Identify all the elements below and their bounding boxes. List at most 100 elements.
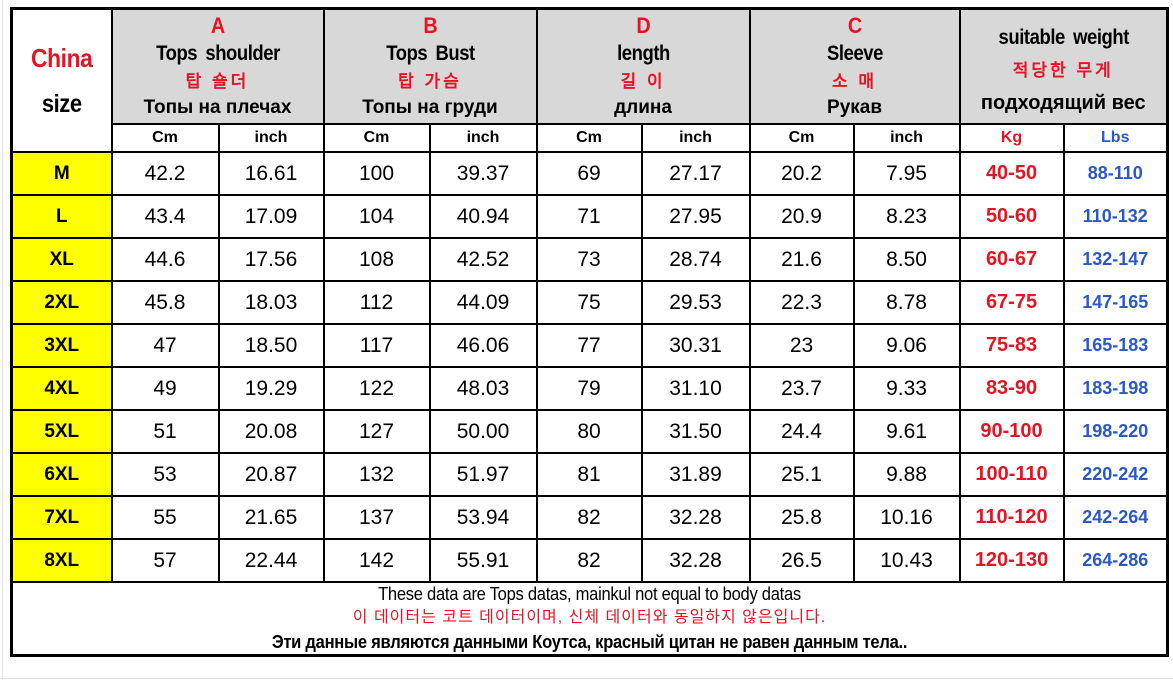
kg-cell: 120-130 <box>958 538 1065 583</box>
value-cell: 8.78 <box>852 280 961 325</box>
value-cell: 9.88 <box>852 452 961 497</box>
group-label-en: Tops shoulder <box>155 41 280 65</box>
value-cell: 25.1 <box>748 452 855 497</box>
size-row-2xl: 2XL 45.8 18.03 112 44.09 75 29.53 22.3 8.78 67-75… <box>10 280 1169 325</box>
lbs-cell: 147-165 <box>1062 280 1169 325</box>
size-row-3xl: 3XL 47 18.50 117 46.06 77 30.31 23 9.06 75-83 165-… <box>10 323 1169 368</box>
value-cell: 20.87 <box>217 452 325 497</box>
footer-note-ko: 이 데이터는 코트 데이터이며, 신체 데이터와 동일하지 않은입니다. <box>352 609 827 626</box>
value-cell: 49 <box>110 366 220 411</box>
value-cell: 23 <box>748 323 855 368</box>
excel-gridline-bottom <box>0 678 1173 679</box>
kg-cell: 40-50 <box>958 151 1065 196</box>
value-cell: 75 <box>535 280 643 325</box>
unit-header-kg: Kg <box>958 123 1065 153</box>
group-letter: C <box>847 12 862 38</box>
value-cell: 80 <box>535 409 643 454</box>
value-cell: 29.53 <box>640 280 751 325</box>
excel-gridline-left <box>2 0 3 680</box>
value-cell: 46.06 <box>428 323 538 368</box>
kg-cell: 83-90 <box>958 366 1065 411</box>
group-label-ru: подходящий вес <box>980 91 1146 114</box>
china-size-header: China size <box>10 7 113 153</box>
value-cell: 55 <box>110 495 220 540</box>
size-row-4xl: 4XL 49 19.29 122 48.03 79 31.10 23.7 9.33 83-90 18… <box>10 366 1169 411</box>
size-cell: 4XL <box>10 366 113 411</box>
col-group-length: D length 길 이 длина <box>535 7 751 125</box>
value-cell: 8.23 <box>852 194 961 239</box>
size-cell: 8XL <box>10 538 113 583</box>
group-label-ko: 탑 숄더 <box>185 71 250 91</box>
value-cell: 132 <box>322 452 431 497</box>
value-cell: 53 <box>110 452 220 497</box>
lbs-cell: 264-286 <box>1062 538 1169 583</box>
size-row-l: L 43.4 17.09 104 40.94 71 27.95 20.9 8.23 50-60 11… <box>10 194 1169 239</box>
group-label-en: Tops Bust <box>385 41 475 65</box>
unit-header-inch: inch <box>428 123 538 153</box>
value-cell: 32.28 <box>640 495 751 540</box>
value-cell: 57 <box>110 538 220 583</box>
value-cell: 142 <box>322 538 431 583</box>
unit-header-cm: Cm <box>748 123 855 153</box>
lbs-cell: 198-220 <box>1062 409 1169 454</box>
china-label: China <box>31 42 93 73</box>
unit-header-lbs: Lbs <box>1062 123 1169 153</box>
value-cell: 104 <box>322 194 431 239</box>
value-cell: 81 <box>535 452 643 497</box>
kg-cell: 50-60 <box>958 194 1065 239</box>
value-cell: 26.5 <box>748 538 855 583</box>
footer-note-en: These data are Tops datas, mainkul not e… <box>378 584 801 604</box>
value-cell: 9.06 <box>852 323 961 368</box>
unit-header-cm: Cm <box>110 123 220 153</box>
value-cell: 22.3 <box>748 280 855 325</box>
value-cell: 8.50 <box>852 237 961 282</box>
value-cell: 19.29 <box>217 366 325 411</box>
value-cell: 73 <box>535 237 643 282</box>
value-cell: 112 <box>322 280 431 325</box>
value-cell: 77 <box>535 323 643 368</box>
lbs-cell: 242-264 <box>1062 495 1169 540</box>
value-cell: 55.91 <box>428 538 538 583</box>
value-cell: 25.8 <box>748 495 855 540</box>
value-cell: 122 <box>322 366 431 411</box>
value-cell: 23.7 <box>748 366 855 411</box>
unit-header-inch: inch <box>852 123 961 153</box>
size-row-6xl: 6XL 53 20.87 132 51.97 81 31.89 25.1 9.88 100-110… <box>10 452 1169 497</box>
group-label-ru: длина <box>614 96 672 118</box>
lbs-cell: 88-110 <box>1062 151 1169 196</box>
value-cell: 16.61 <box>217 151 325 196</box>
lbs-cell: 110-132 <box>1062 194 1169 239</box>
value-cell: 45.8 <box>110 280 220 325</box>
value-cell: 127 <box>322 409 431 454</box>
group-label-ko: 탑 가슴 <box>398 71 462 91</box>
kg-cell: 60-67 <box>958 237 1065 282</box>
value-cell: 10.43 <box>852 538 961 583</box>
value-cell: 22.44 <box>217 538 325 583</box>
kg-cell: 110-120 <box>958 495 1065 540</box>
unit-header-cm: Cm <box>322 123 431 153</box>
value-cell: 31.89 <box>640 452 751 497</box>
size-cell: 2XL <box>10 280 113 325</box>
group-header-row: China size A Tops shoulder 탑 숄더 Топы на … <box>10 7 1169 153</box>
value-cell: 18.03 <box>217 280 325 325</box>
group-label-ko: 소 매 <box>832 71 878 91</box>
value-cell: 40.94 <box>428 194 538 239</box>
value-cell: 21.6 <box>748 237 855 282</box>
value-cell: 82 <box>535 538 643 583</box>
value-cell: 28.74 <box>640 237 751 282</box>
col-group-sleeve: C Sleeve 소 매 Рукав <box>748 7 961 125</box>
footer-notes: These data are Tops datas, mainkul not e… <box>10 581 1169 657</box>
value-cell: 53.94 <box>428 495 538 540</box>
size-cell: XL <box>10 237 113 282</box>
group-label-ru: Топы на плечах <box>143 96 292 118</box>
value-cell: 51.97 <box>428 452 538 497</box>
value-cell: 48.03 <box>428 366 538 411</box>
group-letter: D <box>635 12 651 38</box>
lbs-cell: 183-198 <box>1062 366 1169 411</box>
kg-cell: 67-75 <box>958 280 1065 325</box>
value-cell: 44.6 <box>110 237 220 282</box>
value-cell: 7.95 <box>852 151 961 196</box>
col-group-weight: suitable weight 적당한 무게 подходящий вес <box>958 7 1169 125</box>
group-letter: B <box>422 12 438 38</box>
